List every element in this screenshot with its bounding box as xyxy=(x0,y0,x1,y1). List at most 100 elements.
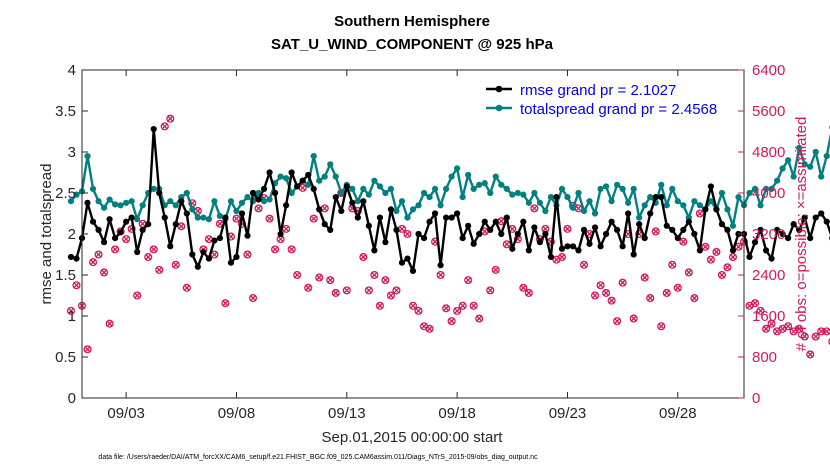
rmse-point xyxy=(167,243,174,250)
obs-possible-point xyxy=(133,291,142,300)
spread-point xyxy=(321,173,328,180)
obs-assimilated-point xyxy=(729,253,737,261)
obs-possible-point xyxy=(712,247,721,256)
obs-possible-point xyxy=(122,235,131,244)
obs-possible-point xyxy=(88,258,98,267)
obs-assimilated-cross xyxy=(652,228,659,235)
obs-assimilated-cross xyxy=(817,328,825,335)
obs-assimilated-cross xyxy=(277,235,284,243)
rmse-point xyxy=(172,221,179,228)
obs-assimilated-point xyxy=(591,292,599,299)
obs-possible-point xyxy=(144,253,153,262)
rmse-point xyxy=(702,206,709,213)
spread-point xyxy=(547,194,555,201)
obs-possible-point xyxy=(386,291,395,300)
spread-point xyxy=(669,185,676,192)
spread-point xyxy=(73,191,80,198)
obs-assimilated-cross xyxy=(707,256,715,263)
obs-possible-point xyxy=(684,268,693,277)
rmse-point xyxy=(211,237,218,244)
rmse-point xyxy=(283,202,290,209)
obs-assimilated-point xyxy=(674,284,682,292)
obs-assimilated-cross xyxy=(161,123,169,130)
obs-assimilated-cross xyxy=(106,320,113,327)
obs-assimilated-point xyxy=(768,320,775,327)
rmse-point xyxy=(371,247,378,254)
obs-assimilated-point xyxy=(453,307,461,315)
y-left-tick-label: 1.5 xyxy=(55,267,76,284)
spread-point xyxy=(354,198,361,205)
obs-possible-point xyxy=(458,301,467,310)
obs-assimilated-point xyxy=(332,289,340,297)
obs-assimilated-cross xyxy=(288,246,295,253)
spread-point xyxy=(106,196,113,203)
obs-assimilated-point xyxy=(100,269,108,276)
rmse-point xyxy=(680,226,687,233)
obs-possible-point xyxy=(596,281,605,290)
rmse-point xyxy=(818,210,825,217)
obs-assimilated-cross xyxy=(669,261,676,269)
obs-assimilated-point xyxy=(486,287,494,294)
obs-assimilated-cross xyxy=(580,261,588,269)
obs-possible-point xyxy=(232,214,241,223)
spread-point xyxy=(481,180,488,187)
spread-point xyxy=(134,216,141,223)
spread-point xyxy=(420,189,428,197)
obs-assimilated-cross xyxy=(702,243,709,251)
rmse-point xyxy=(382,239,389,246)
obs-assimilated-point xyxy=(762,325,770,333)
obs-assimilated-point xyxy=(503,240,511,248)
obs-assimilated-point xyxy=(520,284,527,292)
y-left-tick-label: 4 xyxy=(68,62,76,79)
spread-point xyxy=(751,185,759,192)
spread-point xyxy=(796,144,803,151)
chart-title: Southern Hemisphere xyxy=(334,13,490,30)
obs-assimilated-point xyxy=(652,228,659,235)
obs-possible-point xyxy=(717,270,726,280)
spread-point xyxy=(205,216,212,223)
obs-assimilated-cross xyxy=(122,235,130,243)
rmse-point xyxy=(67,253,75,261)
obs-assimilated-point xyxy=(470,302,477,310)
obs-assimilated-cross xyxy=(448,317,455,325)
y-right-tick-label: 4800 xyxy=(752,144,785,161)
obs-assimilated-point xyxy=(707,256,715,263)
obs-possible-point xyxy=(695,209,704,218)
rmse-point xyxy=(647,210,654,217)
spread-point xyxy=(283,175,290,182)
obs-assimilated-cross xyxy=(575,205,582,212)
obs-assimilated-cross xyxy=(382,276,389,284)
y-left-tick-label: 3.5 xyxy=(55,103,76,120)
rmse-point xyxy=(349,199,356,206)
x-tick-label: 09/13 xyxy=(328,405,366,422)
obs-assimilated-cross xyxy=(304,284,312,292)
obs-possible-point xyxy=(160,122,169,131)
obs-assimilated-point xyxy=(89,258,97,266)
rmse-point xyxy=(514,230,521,238)
rmse-point xyxy=(332,194,339,201)
obs-assimilated-cross xyxy=(608,297,615,304)
obs-assimilated-cross xyxy=(398,225,406,233)
spread-point xyxy=(183,189,190,197)
obs-assimilated-cross xyxy=(415,307,422,315)
obs-assimilated-point xyxy=(663,289,671,297)
rmse-point xyxy=(145,221,152,228)
obs-assimilated-cross xyxy=(89,258,97,266)
obs-assimilated-cross xyxy=(685,269,693,276)
rmse-point xyxy=(376,214,383,221)
obs-assimilated-point xyxy=(288,246,295,253)
obs-assimilated-cross xyxy=(657,322,665,330)
spread-point xyxy=(327,161,334,168)
obs-possible-point xyxy=(486,286,495,295)
obs-assimilated-point xyxy=(343,287,351,294)
obs-assimilated-point xyxy=(608,297,615,304)
spread-point xyxy=(338,189,345,197)
rmse-point xyxy=(619,243,626,250)
obs-possible-point xyxy=(673,283,682,292)
obs-assimilated-cross xyxy=(492,266,500,274)
obs-assimilated-cross xyxy=(453,307,461,315)
rmse-point xyxy=(100,239,108,246)
obs-assimilated-cross xyxy=(509,225,516,233)
spread-point xyxy=(393,207,400,215)
plot-area xyxy=(66,114,830,359)
